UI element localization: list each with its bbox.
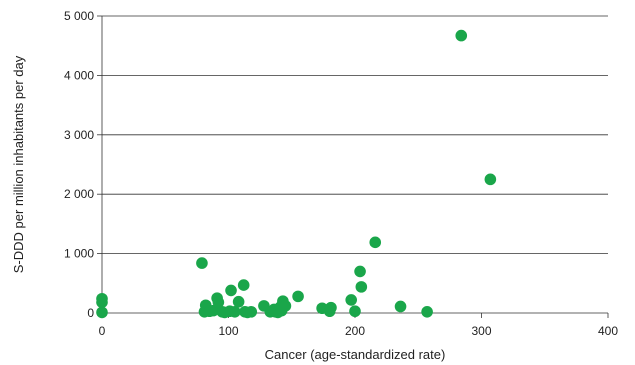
x-tick-label: 200 (345, 324, 365, 338)
y-tick-label: 4 000 (64, 68, 94, 82)
data-point (232, 295, 245, 308)
data-point (237, 279, 250, 291)
y-axis-label: S-DDD per million inhabitants per day (11, 55, 26, 273)
data-point (245, 306, 258, 318)
data-point (279, 300, 292, 312)
x-axis-label: Cancer (age-standardized rate) (265, 347, 446, 362)
data-point (325, 301, 337, 314)
y-tick-label: 0 (87, 306, 94, 320)
data-point (345, 294, 358, 306)
gridlines (102, 15, 608, 255)
data-point (354, 265, 366, 278)
data-point (455, 29, 468, 42)
axes (97, 15, 609, 318)
data-point (394, 300, 407, 313)
data-point (229, 306, 241, 318)
x-tick-labels: 0 100 200 300 400 (99, 324, 619, 338)
x-tick-label: 300 (471, 324, 491, 338)
y-tick-label: 5 000 (64, 9, 94, 23)
data-point (292, 290, 304, 303)
data-point (421, 306, 433, 318)
y-tick-labels: 0 1 000 2 000 3 000 4 000 5 000 (64, 9, 94, 320)
data-point (225, 284, 237, 297)
y-tick-label: 2 000 (64, 187, 94, 201)
x-tick-label: 400 (598, 324, 618, 338)
data-point (355, 281, 368, 293)
data-point (196, 257, 208, 269)
data-point (349, 305, 361, 318)
data-point (207, 304, 220, 317)
data-point (96, 306, 108, 319)
y-tick-label: 1 000 (64, 247, 94, 261)
data-point (96, 296, 108, 309)
data-point (212, 296, 225, 309)
data-point (484, 173, 497, 186)
x-tick-label: 0 (99, 324, 106, 338)
data-point (369, 236, 382, 249)
y-tick-label: 3 000 (64, 128, 94, 142)
x-tick-label: 100 (218, 324, 238, 338)
data-points (96, 29, 497, 319)
